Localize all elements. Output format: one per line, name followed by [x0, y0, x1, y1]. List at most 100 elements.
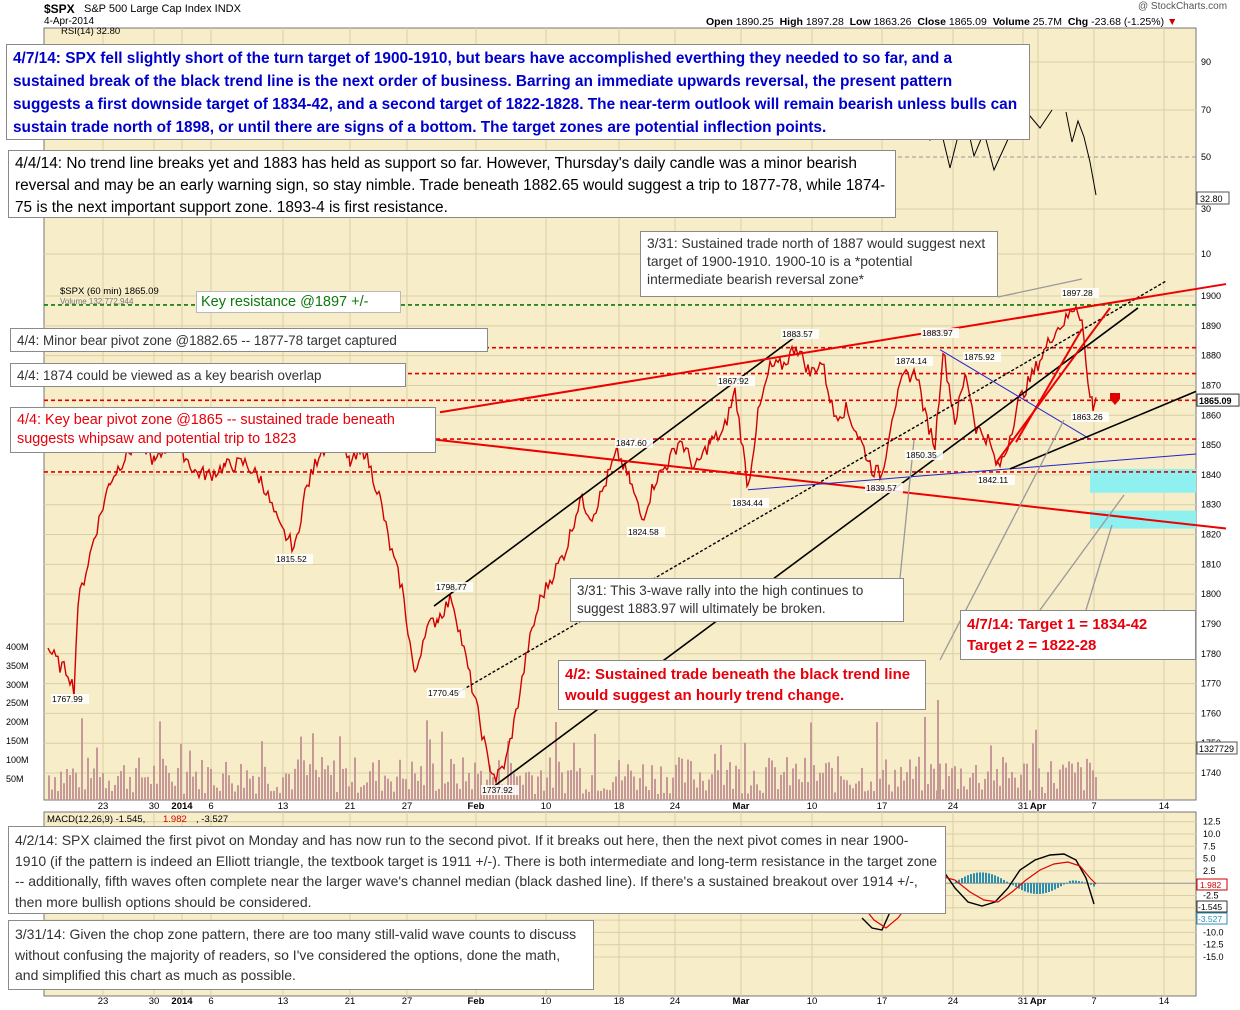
volume-bar [870, 781, 872, 800]
volume-bar [108, 780, 110, 800]
volume-bar [207, 767, 209, 800]
volume-bar [648, 790, 650, 800]
x-axis-tick-label: 18 [614, 801, 625, 812]
macd-histogram-bar [1051, 883, 1053, 891]
macd-histogram-bar [1066, 882, 1068, 884]
volume-bar [906, 772, 908, 800]
swing-price-label: 1850.35 [906, 450, 937, 460]
volume-bar [1008, 778, 1010, 800]
macd-histogram-bar [988, 873, 990, 884]
volume-bar [144, 777, 146, 800]
ohlc-readout: Open 1890.25 High 1897.28 Low 1863.26 Cl… [706, 16, 1177, 28]
macd-histogram-bar [1012, 883, 1014, 886]
volume-bar [1062, 764, 1064, 800]
volume-bar [417, 780, 419, 800]
volume-bar [309, 764, 311, 800]
macd-histogram-bar [1054, 883, 1056, 890]
volume-bar [288, 773, 290, 800]
volume-bar [1059, 769, 1061, 800]
volume-bar [456, 783, 458, 800]
blue-down-line [939, 349, 1091, 440]
swing-label-bg [275, 554, 313, 564]
volume-bar [324, 769, 326, 800]
volume-bar [246, 770, 248, 800]
volume-bar [114, 784, 116, 800]
volume-bar [937, 700, 939, 800]
volume-bar [438, 788, 440, 800]
annotation-0331-target: 3/31: Sustained trade north of 1887 woul… [640, 231, 998, 297]
macd-histogram-bar [1072, 880, 1074, 884]
volume-bar [63, 783, 65, 800]
volume-bar [789, 785, 791, 800]
volume-bar [219, 790, 221, 800]
annotation-overlap-1874: 4/4: 1874 could be viewed as a key beari… [10, 363, 406, 387]
volume-bar [1095, 777, 1097, 800]
price-axis-tick-label: 1900 [1201, 291, 1221, 301]
volume-bar [282, 777, 284, 800]
volume-bar [894, 769, 896, 800]
macd-legend-signal: 1.982 [163, 814, 187, 825]
volume-bar [234, 791, 236, 800]
volume-bar [837, 756, 839, 800]
volume-bar [375, 780, 377, 800]
channel-median-dashed-line [457, 280, 1167, 694]
annotation-macd-pivots: 4/2/14: SPX claimed the first pivot on M… [8, 826, 946, 914]
swing-label-bg [1061, 288, 1099, 298]
down-arrow-icon: ▼ [1167, 16, 1178, 28]
price-axis-tick-label: 1880 [1201, 351, 1221, 361]
volume-bar [843, 779, 845, 800]
red-wedge-leg-line [1015, 328, 1083, 443]
volume-bar [93, 768, 95, 800]
volume-bar [1080, 767, 1082, 800]
volume-bar [72, 768, 74, 800]
volume-bar [762, 792, 764, 800]
chart-symbol: $SPX [44, 2, 75, 16]
volume-bar [993, 780, 995, 800]
volume-bar [1032, 743, 1034, 800]
volume-bar [111, 790, 113, 800]
volume-bar [75, 772, 77, 800]
volume-bar [555, 722, 557, 800]
volume-bar [420, 766, 422, 800]
volume-bar [549, 757, 551, 800]
volume-bar [627, 764, 629, 800]
volume-bar [990, 745, 992, 800]
volume-axis-tick-label: 150M [6, 736, 29, 746]
x-axis-tick-label: Feb [468, 996, 485, 1007]
volume-bar [690, 761, 692, 800]
volume-bar [261, 741, 263, 800]
volume-bar [468, 772, 470, 800]
volume-bar [675, 764, 677, 800]
macd-axis-tick-label: 5.0 [1203, 854, 1216, 864]
swing-price-label: 1842.11 [978, 475, 1008, 485]
volume-bar [408, 789, 410, 800]
volume-bar [591, 775, 593, 800]
target-zone [1090, 468, 1196, 493]
chg-label: Chg [1067, 16, 1089, 28]
annotation-key-pivot: 4/4: Key bear pivot zone @1865 -- sustai… [10, 407, 436, 453]
volume-bar [903, 780, 905, 800]
volume-bar [300, 736, 302, 800]
volume-bar [393, 791, 395, 800]
volume-bar [525, 772, 527, 800]
volume-bar [783, 771, 785, 800]
volume-bar [867, 790, 869, 800]
volume-bar [942, 789, 944, 800]
price-axis-tick-label: 1870 [1201, 380, 1221, 390]
macd-axis-tick-label: -15.0 [1203, 952, 1224, 962]
volume-bar [834, 792, 836, 800]
price-axis-tick-label: 1810 [1201, 559, 1221, 569]
volume-bar [972, 772, 974, 800]
volume-bar [255, 793, 257, 800]
x-axis-tick-label: 17 [877, 996, 888, 1007]
volume-bar [702, 780, 704, 800]
x-axis-tick-label: 23 [98, 996, 109, 1007]
volume-bar [924, 716, 926, 800]
swing-price-label: 1847.60 [616, 438, 647, 448]
volume-legend: Volume 132,772,944 [60, 297, 134, 306]
swing-price-label: 1737.92 [482, 785, 513, 795]
volume-bar [669, 793, 671, 800]
x-axis-tick-label: 10 [541, 801, 552, 812]
macd-legend-name: MACD(12,26,9) -1.545, [47, 814, 145, 825]
volume-bar [729, 762, 731, 800]
